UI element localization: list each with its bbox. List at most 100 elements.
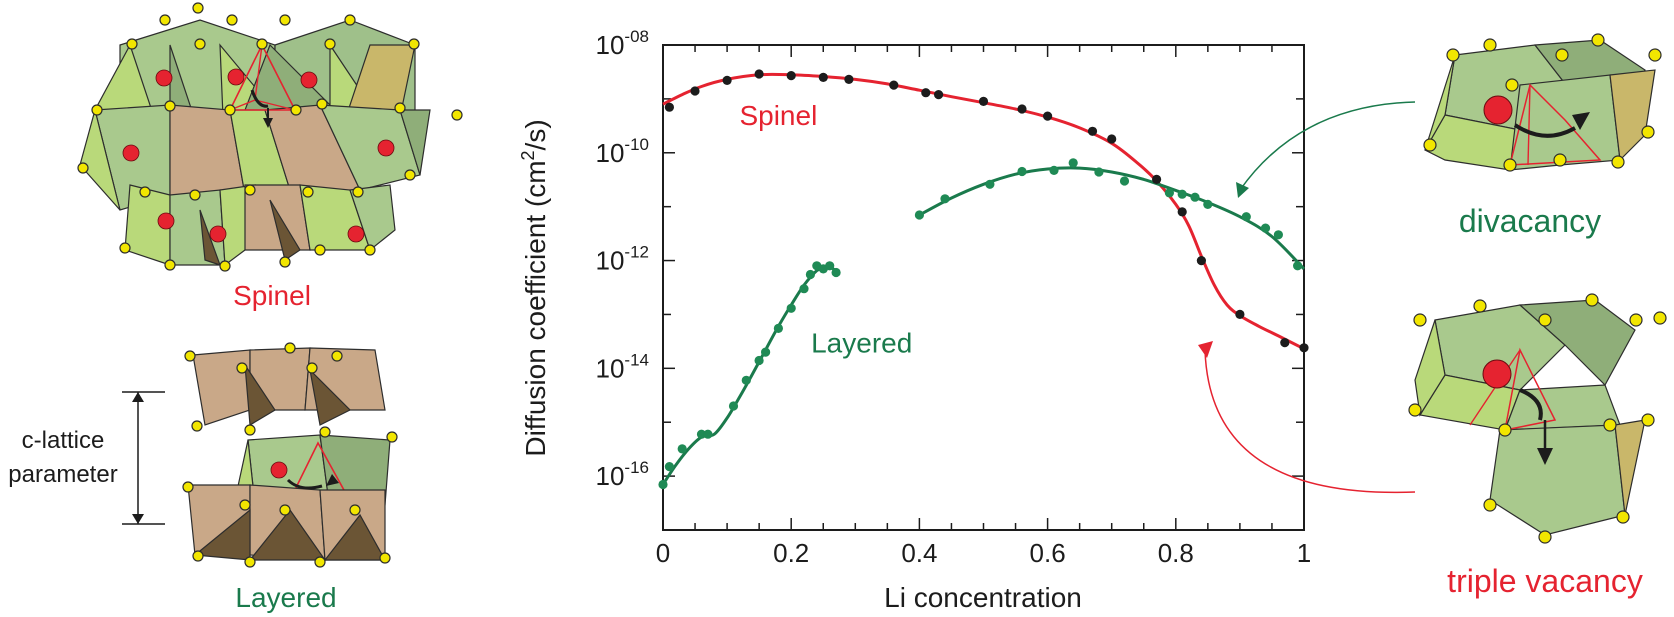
data-point xyxy=(805,269,816,280)
data-point xyxy=(741,375,751,385)
data-point xyxy=(1087,126,1098,136)
data-point xyxy=(696,429,707,439)
y-tick-exponent: -08 xyxy=(624,27,649,46)
x-tick-label: 1 xyxy=(1297,538,1311,568)
data-point xyxy=(1094,167,1104,177)
data-point xyxy=(985,179,995,189)
data-point xyxy=(1068,158,1078,168)
y-minor-ticks xyxy=(663,44,1304,531)
x-tick-label: 0.4 xyxy=(901,538,937,568)
layered-structure-illustration: c-lattice parameter Layered xyxy=(8,342,398,613)
data-point xyxy=(1293,261,1303,271)
data-point xyxy=(831,267,841,278)
data-point xyxy=(754,355,764,366)
data-point xyxy=(1299,343,1309,353)
x-minor-ticks xyxy=(662,45,1305,530)
data-point xyxy=(799,284,809,294)
data-point xyxy=(1177,189,1187,199)
data-point xyxy=(703,429,713,439)
divacancy-label: divacancy xyxy=(1459,203,1601,239)
data-point xyxy=(978,96,989,106)
data-point xyxy=(658,479,668,490)
y-tick-base: 10 xyxy=(596,353,625,383)
x-tick-label: 0.8 xyxy=(1158,538,1194,568)
data-point xyxy=(1017,166,1027,177)
triple-vacancy-connector-arrow xyxy=(1204,349,1416,494)
data-point xyxy=(889,80,899,90)
data-point xyxy=(1260,223,1271,233)
data-point xyxy=(940,194,950,204)
series-curve-1 xyxy=(918,166,1306,270)
series-points xyxy=(658,69,1309,490)
data-point xyxy=(786,71,796,81)
divacancy-connector-arrowhead xyxy=(1236,182,1249,198)
x-tick-label: 0.2 xyxy=(773,538,809,568)
y-axis-label-sup: 2 xyxy=(518,150,538,160)
data-point xyxy=(1164,188,1174,198)
y-tick-base: 10 xyxy=(596,461,625,491)
spinel-structure-illustration: Spinel xyxy=(77,2,463,311)
series-curves xyxy=(661,72,1306,486)
y-axis-label: Diffusion coefficient (cm2/s) xyxy=(518,119,551,456)
data-point xyxy=(1177,207,1187,217)
divacancy-connector-arrow xyxy=(1239,101,1416,191)
data-point xyxy=(1119,176,1130,186)
data-point xyxy=(1273,230,1283,240)
y-tick-base: 10 xyxy=(596,138,625,168)
y-tick-base: 10 xyxy=(596,246,625,276)
spinel-structure-label: Spinel xyxy=(233,280,311,311)
data-point xyxy=(1043,111,1053,121)
data-point xyxy=(690,86,700,96)
y-tick-exponent: -10 xyxy=(624,135,649,154)
y-axis-label-end: /s) xyxy=(520,119,551,150)
data-point xyxy=(664,462,675,472)
data-point xyxy=(728,401,739,411)
data-point xyxy=(761,347,771,357)
divacancy-illustration: divacancy xyxy=(1423,33,1662,239)
data-point xyxy=(1235,309,1245,319)
data-point xyxy=(786,303,796,313)
series-labels: Spinel Layered xyxy=(739,100,912,359)
y-tick-label: 10-12 xyxy=(596,243,650,276)
y-tick-exponent: -14 xyxy=(624,350,649,369)
data-point xyxy=(934,90,944,100)
y-tick-exponent: -12 xyxy=(624,243,649,262)
data-point xyxy=(844,74,854,84)
data-point xyxy=(664,102,675,112)
data-point xyxy=(818,72,828,82)
data-point xyxy=(1280,338,1290,348)
y-tick-label: 10-08 xyxy=(596,27,650,60)
connector-arrows xyxy=(1198,101,1416,494)
c-lattice-label-line2: parameter xyxy=(8,461,117,488)
data-point xyxy=(1203,199,1213,209)
series-curve-2 xyxy=(661,265,837,486)
x-tick-label: 0 xyxy=(656,538,670,568)
y-tick-label: 10-10 xyxy=(596,135,650,168)
data-point xyxy=(1017,104,1027,114)
data-point xyxy=(825,261,835,271)
c-lattice-label-line1: c-lattice xyxy=(22,427,105,454)
layered-structure-label: Layered xyxy=(235,582,336,613)
data-point xyxy=(754,69,764,79)
x-tick-label: 0.6 xyxy=(1030,538,1066,568)
y-tick-label: 10-14 xyxy=(596,350,650,383)
series-label-2: Layered xyxy=(811,328,912,359)
data-point xyxy=(1107,134,1117,144)
data-point xyxy=(921,88,931,98)
x-axis-label: Li concentration xyxy=(884,582,1082,613)
y-tick-label: 10-16 xyxy=(596,458,650,491)
data-point xyxy=(677,444,687,454)
x-axis-ticks: 0 0.2 0.4 0.6 0.8 1 xyxy=(656,538,1311,568)
data-point xyxy=(914,210,925,220)
data-point xyxy=(1241,212,1251,222)
y-tick-exponent: -16 xyxy=(624,458,649,477)
y-tick-base: 10 xyxy=(596,30,625,60)
y-axis-label-main: Diffusion coefficient (cm xyxy=(520,160,551,456)
data-point xyxy=(1196,256,1206,266)
triple-vacancy-label: triple vacancy xyxy=(1447,563,1643,599)
triple-vacancy-connector-arrowhead xyxy=(1198,341,1213,358)
data-point xyxy=(773,323,784,333)
